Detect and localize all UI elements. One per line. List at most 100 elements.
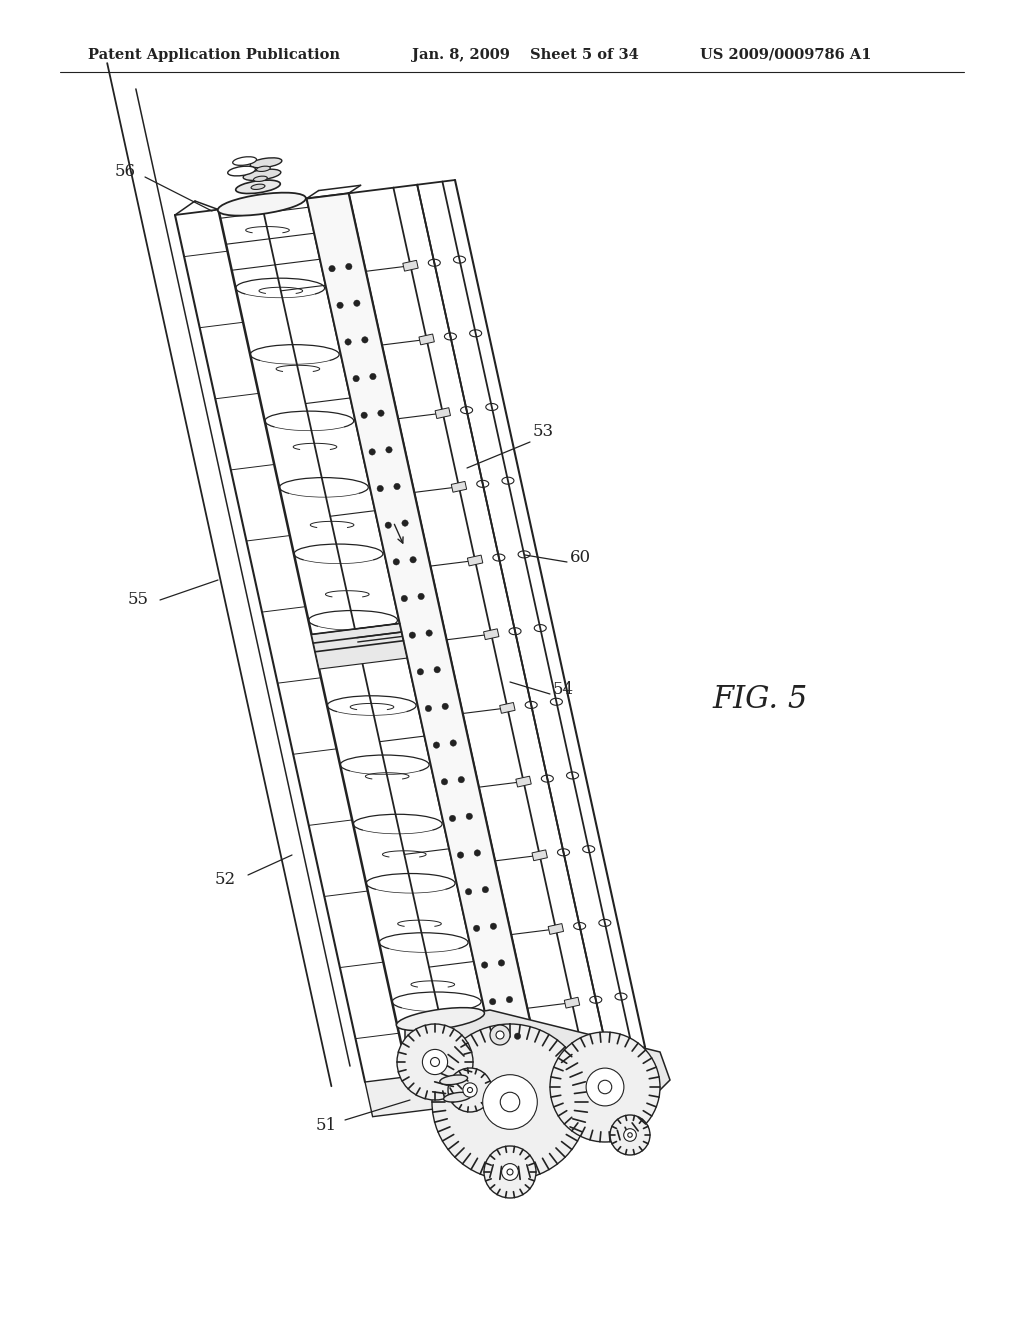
- Circle shape: [417, 669, 424, 675]
- Text: 56: 56: [115, 164, 135, 181]
- Circle shape: [377, 486, 383, 492]
- Polygon shape: [406, 1010, 670, 1090]
- Circle shape: [466, 813, 472, 820]
- Polygon shape: [311, 623, 408, 669]
- Bar: [500, 702, 515, 713]
- Bar: [532, 850, 548, 861]
- Circle shape: [426, 630, 432, 636]
- Bar: [452, 482, 467, 492]
- Ellipse shape: [250, 158, 282, 168]
- Ellipse shape: [396, 1007, 484, 1031]
- Circle shape: [394, 483, 400, 490]
- Circle shape: [502, 1164, 518, 1180]
- Circle shape: [624, 1129, 636, 1142]
- Circle shape: [329, 265, 335, 272]
- Ellipse shape: [433, 1082, 478, 1096]
- Circle shape: [353, 375, 359, 381]
- Circle shape: [369, 449, 376, 455]
- Circle shape: [425, 705, 431, 711]
- Circle shape: [473, 925, 480, 932]
- Circle shape: [586, 1068, 624, 1106]
- Circle shape: [482, 887, 488, 892]
- Ellipse shape: [256, 166, 270, 172]
- Circle shape: [401, 520, 409, 527]
- Bar: [483, 628, 499, 640]
- Circle shape: [432, 1024, 588, 1180]
- Circle shape: [442, 704, 449, 710]
- Circle shape: [441, 779, 447, 785]
- Text: US 2009/0009786 A1: US 2009/0009786 A1: [700, 48, 871, 62]
- Circle shape: [484, 1146, 536, 1199]
- Circle shape: [628, 1133, 632, 1138]
- Circle shape: [514, 1034, 520, 1039]
- Bar: [435, 408, 451, 418]
- Circle shape: [361, 337, 368, 343]
- Circle shape: [507, 1170, 513, 1175]
- Bar: [419, 334, 434, 345]
- Circle shape: [449, 1068, 492, 1111]
- Ellipse shape: [254, 176, 267, 181]
- Text: 54: 54: [552, 681, 573, 698]
- Circle shape: [506, 997, 513, 1003]
- Circle shape: [386, 446, 392, 453]
- Circle shape: [393, 558, 399, 565]
- Circle shape: [385, 521, 391, 528]
- Ellipse shape: [232, 157, 256, 165]
- Polygon shape: [497, 1047, 652, 1101]
- Circle shape: [482, 1074, 538, 1130]
- Ellipse shape: [227, 166, 255, 176]
- Circle shape: [397, 1024, 473, 1100]
- Bar: [402, 260, 418, 271]
- Text: 52: 52: [214, 871, 236, 888]
- Circle shape: [422, 1049, 447, 1074]
- Circle shape: [598, 1080, 611, 1094]
- Circle shape: [401, 595, 408, 602]
- Text: 53: 53: [532, 424, 554, 441]
- Circle shape: [501, 1092, 520, 1111]
- Ellipse shape: [440, 1074, 468, 1085]
- Circle shape: [490, 923, 497, 929]
- Ellipse shape: [236, 180, 281, 194]
- Circle shape: [489, 998, 496, 1005]
- Circle shape: [463, 1082, 477, 1097]
- Polygon shape: [306, 193, 539, 1065]
- Circle shape: [490, 1026, 510, 1045]
- Ellipse shape: [218, 193, 306, 215]
- Circle shape: [450, 816, 456, 821]
- Circle shape: [410, 557, 417, 562]
- Bar: [564, 998, 580, 1008]
- Circle shape: [410, 632, 416, 639]
- Circle shape: [360, 412, 368, 418]
- Circle shape: [433, 742, 439, 748]
- Circle shape: [346, 264, 352, 269]
- Circle shape: [430, 1057, 439, 1067]
- Ellipse shape: [443, 1092, 471, 1102]
- Polygon shape: [365, 1065, 504, 1117]
- Circle shape: [450, 739, 457, 746]
- Circle shape: [467, 1088, 472, 1093]
- Circle shape: [458, 776, 465, 783]
- Circle shape: [434, 667, 440, 673]
- Bar: [516, 776, 531, 787]
- Text: Sheet 5 of 34: Sheet 5 of 34: [530, 48, 639, 62]
- Circle shape: [465, 888, 472, 895]
- Circle shape: [418, 593, 424, 599]
- Circle shape: [496, 1031, 504, 1039]
- Circle shape: [550, 1032, 660, 1142]
- Text: 51: 51: [315, 1117, 337, 1134]
- Text: 55: 55: [128, 591, 148, 609]
- Circle shape: [474, 850, 480, 857]
- Ellipse shape: [243, 169, 281, 181]
- Text: Jan. 8, 2009: Jan. 8, 2009: [412, 48, 510, 62]
- Circle shape: [378, 411, 384, 416]
- Circle shape: [610, 1115, 650, 1155]
- Circle shape: [370, 374, 376, 380]
- Circle shape: [345, 339, 351, 345]
- Text: Patent Application Publication: Patent Application Publication: [88, 48, 340, 62]
- Text: 60: 60: [569, 549, 591, 566]
- Ellipse shape: [251, 185, 265, 190]
- Circle shape: [499, 960, 505, 966]
- Bar: [548, 924, 563, 935]
- Circle shape: [458, 851, 464, 858]
- Circle shape: [353, 300, 360, 306]
